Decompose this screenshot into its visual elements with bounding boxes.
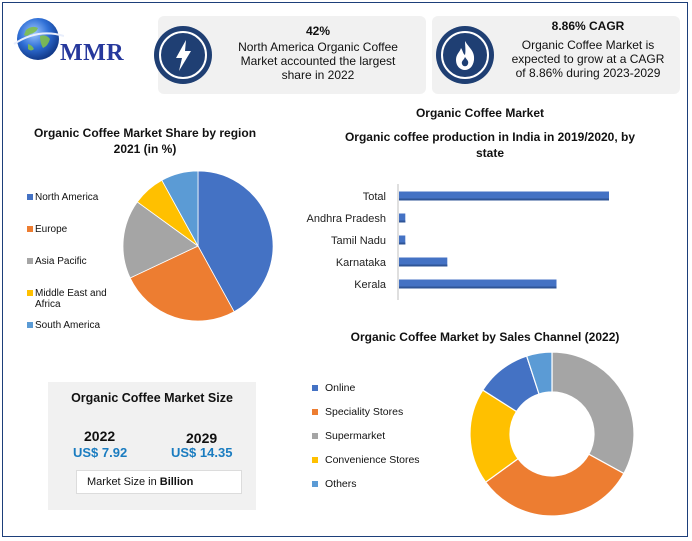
legend-label-convenience-stores: Convenience Stores <box>325 454 420 466</box>
legend-label-speciality-stores: Speciality Stores <box>325 406 404 418</box>
legend-swatch <box>27 226 33 232</box>
region-pie-chart <box>122 170 274 322</box>
legend-label-supermarket: Supermarket <box>325 430 386 442</box>
section-header-label: Organic Coffee Market <box>415 106 545 120</box>
pie-slice-europe <box>129 245 235 322</box>
bar-shadow-karnataka <box>399 264 448 267</box>
pie-slice-north-america <box>197 170 274 313</box>
bar-shadow-kerala <box>399 286 557 289</box>
production-chart-title: Organic coffee production in India in 20… <box>344 130 636 160</box>
lightning-icon <box>159 31 207 79</box>
legend-swatch <box>312 409 318 415</box>
legend-label-asia-pacific: Asia Pacific <box>35 256 87 267</box>
donut-slice-others <box>525 351 553 395</box>
bar-label-tamil-nadu: Tamil Nadu <box>331 235 386 247</box>
donut-slice-supermarket <box>551 351 635 475</box>
market-size-unit-note: Market Size in Billion <box>76 470 242 494</box>
bar-total <box>399 191 609 201</box>
sales-channel-chart-title: Organic Coffee Market by Sales Channel (… <box>350 330 620 344</box>
value-2029: US$ 14.35 <box>171 445 233 460</box>
bar-andhra-pradesh <box>399 213 406 223</box>
pie-slice-asia-pacific <box>122 201 199 279</box>
legend-swatch <box>312 457 318 463</box>
legend-label-others: Others <box>325 478 357 490</box>
legend-label-online: Online <box>325 382 356 394</box>
legend-swatch <box>312 385 318 391</box>
bar-shadow-tamil-nadu <box>399 242 406 245</box>
stat-card-share: 42% North America Organic Coffee Market … <box>154 16 426 94</box>
stat-card-cagr: 8.86% CAGR Organic Coffee Market is expe… <box>432 16 680 94</box>
globe-logo-icon <box>13 18 64 60</box>
donut-slice-speciality-stores <box>484 453 625 517</box>
stat-icon-circle <box>154 26 212 84</box>
value-2022: US$ 7.92 <box>73 445 128 460</box>
legend-swatch <box>27 194 33 200</box>
production-bar-chart: Total Andhra Pradesh Tamil Nadu Karnataka Ke… <box>307 184 609 300</box>
bar-label-kerala: Kerala <box>354 279 387 291</box>
legend-swatch <box>27 322 33 328</box>
logo-text: MMR <box>60 40 125 66</box>
stat-headline: 42% <box>305 24 331 38</box>
bar-label-andhra-pradesh: Andhra Pradesh <box>307 213 387 225</box>
bar-karnataka <box>399 257 448 267</box>
legend-label-europe: Europe <box>35 224 68 235</box>
year-2022-label: 2022 <box>84 428 116 444</box>
region-chart-title: Organic Coffee Market Share by region 20… <box>33 126 257 156</box>
sales-channel-donut-chart <box>469 351 635 517</box>
bar-label-total: Total <box>363 191 386 203</box>
flame-icon <box>441 31 489 79</box>
legend-swatch <box>27 258 33 264</box>
bar-tamil-nadu <box>399 235 406 245</box>
legend-label-north-america: North America <box>35 192 99 203</box>
stat-icon-circle <box>436 26 494 84</box>
legend-label-south-america: South America <box>35 320 101 331</box>
legend-swatch <box>27 290 33 296</box>
stat-description: North America Organic Coffee Market acco… <box>238 40 398 82</box>
market-size-title: Organic Coffee Market Size <box>71 391 233 405</box>
pie-slice-south-america <box>161 170 199 247</box>
bar-shadow-andhra-pradesh <box>399 220 406 223</box>
bar-kerala <box>399 279 557 289</box>
stat-description: Organic Coffee Market is expected to gro… <box>511 38 665 80</box>
stat-headline: 8.86% CAGR <box>551 19 625 33</box>
legend-swatch <box>312 433 318 439</box>
bar-label-karnataka: Karnataka <box>336 257 387 269</box>
legend-label-middle-east-and-africa: Middle East and Africa <box>35 288 107 310</box>
year-2029-label: 2029 <box>186 430 218 446</box>
legend-swatch <box>312 481 318 487</box>
bar-shadow-total <box>399 198 609 201</box>
